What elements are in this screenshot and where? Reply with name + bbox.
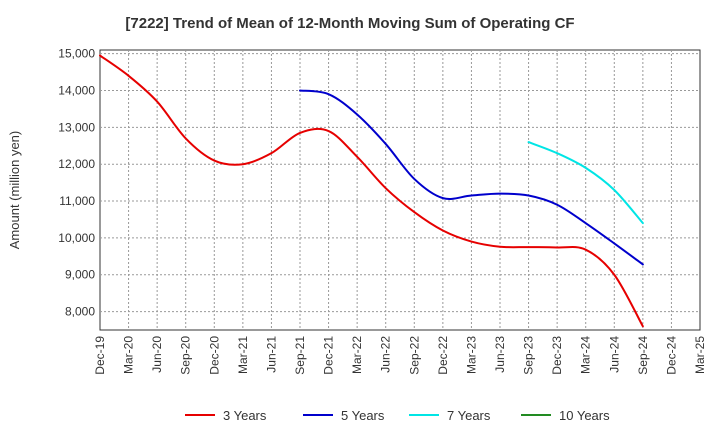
y-tick-label: 8,000 [65, 305, 95, 319]
x-tick-label: Mar-22 [350, 336, 364, 374]
legend-item-5-years: 5 Years [303, 408, 385, 423]
legend-label: 10 Years [559, 408, 610, 423]
series-line-3-years [99, 54, 644, 328]
y-tick-label: 9,000 [65, 268, 95, 282]
x-tick-label: Dec-20 [207, 336, 221, 375]
y-tick-label: 13,000 [58, 120, 95, 134]
legend-item-7-years: 7 Years [409, 408, 491, 423]
y-tick-label: 15,000 [58, 47, 95, 61]
x-tick-label: Dec-21 [322, 336, 336, 375]
series-line-5-years [299, 89, 644, 266]
x-tick-label: Sep-23 [522, 336, 536, 375]
x-tick-label: Mar-20 [122, 336, 136, 374]
legend-item-10-years: 10 Years [521, 408, 610, 423]
y-gridlines [100, 53, 700, 313]
x-tick-label: Jun-20 [150, 336, 164, 373]
legend-label: 3 Years [223, 408, 267, 423]
y-axis-ticks: 8,000 9,000 10,000 11,000 12,000 13,000 14,000… [58, 47, 95, 319]
chart-title: [7222] Trend of Mean of 12-Month Moving … [125, 15, 574, 32]
legend: 3 Years 5 Years 7 Years 10 Years [185, 408, 610, 423]
x-tick-label: Mar-24 [579, 336, 593, 374]
x-tick-label: Jun-22 [379, 336, 393, 373]
legend-label: 7 Years [447, 408, 491, 423]
plot-area [99, 49, 701, 331]
x-tick-label: Dec-23 [550, 336, 564, 375]
x-axis-ticks: Dec-19 Mar-20 Jun-20 Sep-20 Dec-20 Mar-21 Jun-… [93, 336, 707, 375]
y-tick-label: 14,000 [58, 84, 95, 98]
x-tick-label: Dec-22 [436, 336, 450, 375]
legend-label: 5 Years [341, 408, 385, 423]
legend-item-3-years: 3 Years [185, 408, 267, 423]
y-tick-label: 12,000 [58, 157, 95, 171]
x-tick-label: Mar-25 [693, 336, 707, 374]
x-tick-label: Mar-21 [236, 336, 250, 374]
y-tick-label: 10,000 [58, 231, 95, 245]
series-layer [99, 54, 644, 328]
y-axis-label: Amount (million yen) [7, 131, 22, 250]
y-tick-label: 11,000 [59, 194, 95, 208]
x-tick-label: Sep-21 [293, 336, 307, 375]
x-tick-label: Dec-19 [93, 336, 107, 375]
series-line-7-years [527, 141, 644, 225]
x-tick-label: Mar-23 [464, 336, 478, 374]
x-tick-label: Sep-22 [407, 336, 421, 375]
x-tick-label: Dec-24 [664, 336, 678, 375]
x-tick-label: Jun-24 [607, 336, 621, 373]
x-gridlines [128, 50, 672, 330]
x-tick-label: Jun-21 [264, 336, 278, 373]
x-tick-label: Sep-20 [179, 336, 193, 375]
x-tick-label: Jun-23 [493, 336, 507, 373]
x-tick-label: Sep-24 [636, 336, 650, 375]
